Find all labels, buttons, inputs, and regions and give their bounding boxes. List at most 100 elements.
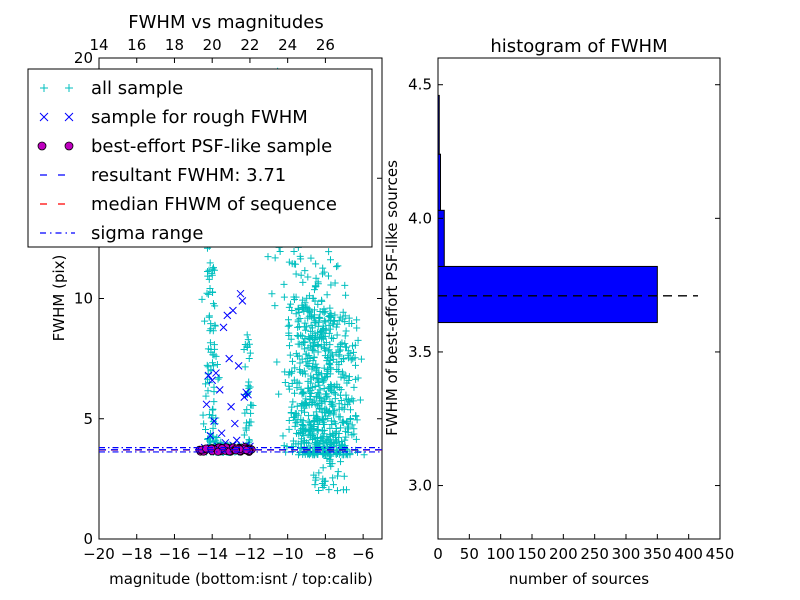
all-sample-point bbox=[329, 335, 337, 343]
all-sample-point bbox=[301, 319, 309, 327]
right-y-axis-label: FWHM of best-effort PSF-like sources bbox=[383, 160, 401, 436]
all-sample-point bbox=[336, 441, 344, 449]
all-sample-point bbox=[297, 271, 305, 279]
all-sample-point bbox=[321, 332, 329, 340]
all-sample-point bbox=[208, 269, 216, 277]
all-sample-point bbox=[298, 355, 306, 363]
all-sample-point bbox=[288, 379, 296, 387]
all-sample-point bbox=[348, 320, 356, 328]
all-sample-point bbox=[302, 400, 310, 408]
all-sample-point bbox=[292, 310, 300, 318]
all-sample-point bbox=[288, 368, 296, 376]
all-sample-point bbox=[309, 332, 317, 340]
all-sample-point bbox=[335, 430, 343, 438]
all-sample-point bbox=[302, 350, 310, 358]
all-sample-point bbox=[323, 291, 331, 299]
all-sample-point bbox=[285, 303, 293, 311]
all-sample-point bbox=[356, 396, 364, 404]
x-tick-label: −14 bbox=[196, 545, 228, 563]
all-sample-point bbox=[209, 265, 217, 273]
all-sample-point bbox=[315, 381, 323, 389]
legend-box bbox=[27, 68, 373, 248]
right-plot-frame bbox=[437, 57, 721, 540]
all-sample-point bbox=[319, 378, 327, 386]
all-sample-point bbox=[335, 347, 343, 355]
all-sample-point bbox=[307, 424, 315, 432]
y-tick-label: 3.5 bbox=[408, 343, 432, 361]
all-sample-point bbox=[206, 259, 214, 267]
all-sample-point bbox=[340, 374, 348, 382]
all-sample-point bbox=[318, 426, 326, 434]
legend-label: sigma range bbox=[91, 223, 203, 244]
all-sample-point bbox=[346, 406, 354, 414]
top-tick-label: 16 bbox=[127, 36, 146, 54]
all-sample-point bbox=[322, 412, 330, 420]
all-sample-point bbox=[320, 416, 328, 424]
all-sample-point bbox=[347, 356, 355, 364]
all-sample-point bbox=[202, 380, 210, 388]
all-sample-point bbox=[271, 254, 279, 262]
all-sample-point bbox=[298, 399, 306, 407]
left-top-axis-ticks: 14 16 18 20 22 24 26 bbox=[89, 36, 335, 63]
all-sample-point bbox=[332, 425, 340, 433]
all-sample-point bbox=[342, 343, 350, 351]
x-tick-label: 50 bbox=[460, 545, 479, 563]
all-sample-point bbox=[352, 412, 360, 420]
all-sample-point bbox=[320, 268, 328, 276]
all-sample-point bbox=[341, 401, 349, 409]
all-sample-point bbox=[210, 341, 218, 349]
all-sample-point bbox=[295, 379, 303, 387]
all-sample-point bbox=[329, 351, 337, 359]
all-sample-point bbox=[286, 351, 294, 359]
rough-sample-point bbox=[234, 361, 243, 370]
top-tick-label: 18 bbox=[165, 36, 184, 54]
all-sample-point bbox=[325, 248, 333, 256]
all-sample-point bbox=[315, 390, 323, 398]
all-sample-point bbox=[318, 399, 326, 407]
y-tick-label: 3.0 bbox=[408, 477, 432, 495]
all-sample-point bbox=[307, 321, 315, 329]
all-sample-point bbox=[210, 398, 218, 406]
all-sample-point bbox=[342, 327, 350, 335]
all-sample-point bbox=[300, 428, 308, 436]
all-sample-point bbox=[206, 339, 214, 347]
legend-label: sample for rough FWHM bbox=[91, 107, 308, 128]
all-sample-point bbox=[334, 472, 342, 480]
all-sample-point bbox=[325, 346, 333, 354]
all-sample-point bbox=[345, 377, 353, 385]
all-sample-point bbox=[329, 431, 337, 439]
all-sample-point bbox=[271, 302, 279, 310]
all-sample-point bbox=[336, 413, 344, 421]
all-sample-point bbox=[331, 439, 339, 447]
right-chart-title: histogram of FWHM bbox=[490, 36, 667, 57]
top-tick-label: 20 bbox=[203, 36, 222, 54]
all-sample-point bbox=[326, 304, 334, 312]
all-sample-point bbox=[322, 438, 330, 446]
all-sample-point bbox=[315, 318, 323, 326]
all-sample-point bbox=[204, 290, 212, 298]
all-sample-point bbox=[210, 388, 218, 396]
all-sample-point bbox=[337, 458, 345, 466]
all-sample-point bbox=[326, 316, 334, 324]
all-sample-point bbox=[352, 435, 360, 443]
all-sample-point bbox=[313, 416, 321, 424]
all-sample-point bbox=[323, 407, 331, 415]
all-sample-point bbox=[346, 398, 354, 406]
legend-x-marker bbox=[64, 112, 74, 122]
all-sample-point bbox=[339, 417, 347, 425]
all-sample-point bbox=[345, 314, 353, 322]
all-sample-point bbox=[323, 372, 331, 380]
legend-x-marker bbox=[39, 112, 49, 122]
all-sample-point bbox=[310, 306, 318, 314]
all-sample-point bbox=[304, 344, 312, 352]
legend-plus-marker bbox=[65, 84, 73, 92]
rough-sample-point bbox=[240, 393, 249, 401]
all-sample-point bbox=[297, 255, 305, 263]
legend-item: best-effort PSF-like sample bbox=[37, 136, 332, 157]
legend-item: resultant FWHM: 3.71 bbox=[40, 165, 286, 186]
all-sample-point bbox=[285, 385, 293, 393]
all-sample-point bbox=[203, 289, 211, 297]
all-sample-point bbox=[298, 301, 306, 309]
all-sample-point bbox=[204, 387, 212, 395]
all-sample-point bbox=[207, 320, 215, 328]
